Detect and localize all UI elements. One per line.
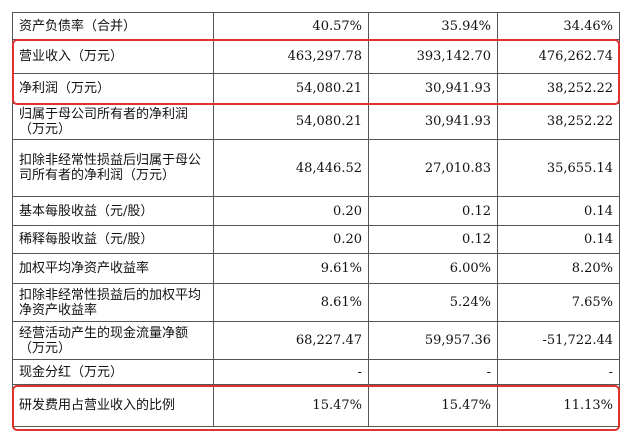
row-label-cash-dividend: 现金分红（万元）	[12, 359, 214, 385]
cell-value: 0.20	[213, 225, 369, 254]
cell-value: 0.14	[497, 196, 620, 226]
cell-value: 68,227.47	[213, 321, 369, 360]
cell-value: 11.13%	[497, 384, 620, 427]
cell-value: 0.14	[497, 225, 620, 254]
cell-value: -	[497, 359, 620, 385]
row-label-rd-ratio: 研发费用占营业收入的比例	[12, 384, 214, 427]
row-label-deducted-net-profit: 扣除非经常性损益后归属于母公司所有者的净利润（万元）	[12, 139, 214, 197]
cell-value: 6.00%	[368, 253, 498, 284]
cell-value: 38,252.22	[497, 103, 620, 140]
cell-value: 463,297.78	[213, 39, 369, 74]
row-label-net-profit: 净利润（万元）	[12, 73, 214, 104]
table-row: 营业收入（万元） 463,297.78 393,142.70 476,262.7…	[12, 39, 620, 74]
cell-value: 15.47%	[213, 384, 369, 427]
table-row: 经营活动产生的现金流量净额（万元） 68,227.47 59,957.36 -5…	[12, 321, 620, 360]
row-label-parent-net-profit: 归属于母公司所有者的净利润（万元）	[12, 103, 214, 140]
financial-indicators-table: 资产负债率（合并） 40.57% 35.94% 34.46% 营业收入（万元） …	[12, 12, 620, 427]
row-label-diluted-eps: 稀释每股收益（元/股）	[12, 225, 214, 254]
table-row: 扣除非经常性损益后归属于母公司所有者的净利润（万元） 48,446.52 27,…	[12, 139, 620, 197]
cell-value: 8.61%	[213, 283, 369, 322]
row-label-basic-eps: 基本每股收益（元/股）	[12, 196, 214, 226]
row-label-debt-ratio: 资产负债率（合并）	[12, 12, 214, 40]
cell-value: 38,252.22	[497, 73, 620, 104]
cell-value: -	[213, 359, 369, 385]
cell-value: 54,080.21	[213, 103, 369, 140]
cell-value: 7.65%	[497, 283, 620, 322]
cell-value: 34.46%	[497, 12, 620, 40]
table-row: 基本每股收益（元/股） 0.20 0.12 0.14	[12, 196, 620, 226]
table-row: 现金分红（万元） - - -	[12, 359, 620, 385]
table-row: 归属于母公司所有者的净利润（万元） 54,080.21 30,941.93 38…	[12, 103, 620, 140]
cell-value: 59,957.36	[368, 321, 498, 360]
cell-value: 9.61%	[213, 253, 369, 284]
cell-value: 54,080.21	[213, 73, 369, 104]
cell-value: 5.24%	[368, 283, 498, 322]
cell-value: 30,941.93	[368, 103, 498, 140]
cell-value: 27,010.83	[368, 139, 498, 197]
cell-value: 48,446.52	[213, 139, 369, 197]
table-row: 扣除非经常性损益后的加权平均净资产收益率 8.61% 5.24% 7.65%	[12, 283, 620, 322]
cell-value: 35,655.14	[497, 139, 620, 197]
cell-value: -51,722.44	[497, 321, 620, 360]
row-label-roe: 加权平均净资产收益率	[12, 253, 214, 284]
table-row: 研发费用占营业收入的比例 15.47% 15.47% 11.13%	[12, 384, 620, 427]
cell-value: 40.57%	[213, 12, 369, 40]
cell-value: 15.47%	[368, 384, 498, 427]
cell-value: 393,142.70	[368, 39, 498, 74]
cell-value: 476,262.74	[497, 39, 620, 74]
row-label-revenue: 营业收入（万元）	[12, 39, 214, 74]
table-row: 资产负债率（合并） 40.57% 35.94% 34.46%	[12, 12, 620, 40]
cell-value: 30,941.93	[368, 73, 498, 104]
table-row: 加权平均净资产收益率 9.61% 6.00% 8.20%	[12, 253, 620, 284]
table-row: 净利润（万元） 54,080.21 30,941.93 38,252.22	[12, 73, 620, 104]
cell-value: -	[368, 359, 498, 385]
cell-value: 0.12	[368, 196, 498, 226]
table-row: 稀释每股收益（元/股） 0.20 0.12 0.14	[12, 225, 620, 254]
row-label-operating-cash-flow: 经营活动产生的现金流量净额（万元）	[12, 321, 214, 360]
cell-value: 8.20%	[497, 253, 620, 284]
cell-value: 35.94%	[368, 12, 498, 40]
cell-value: 0.20	[213, 196, 369, 226]
cell-value: 0.12	[368, 225, 498, 254]
row-label-deducted-roe: 扣除非经常性损益后的加权平均净资产收益率	[12, 283, 214, 322]
